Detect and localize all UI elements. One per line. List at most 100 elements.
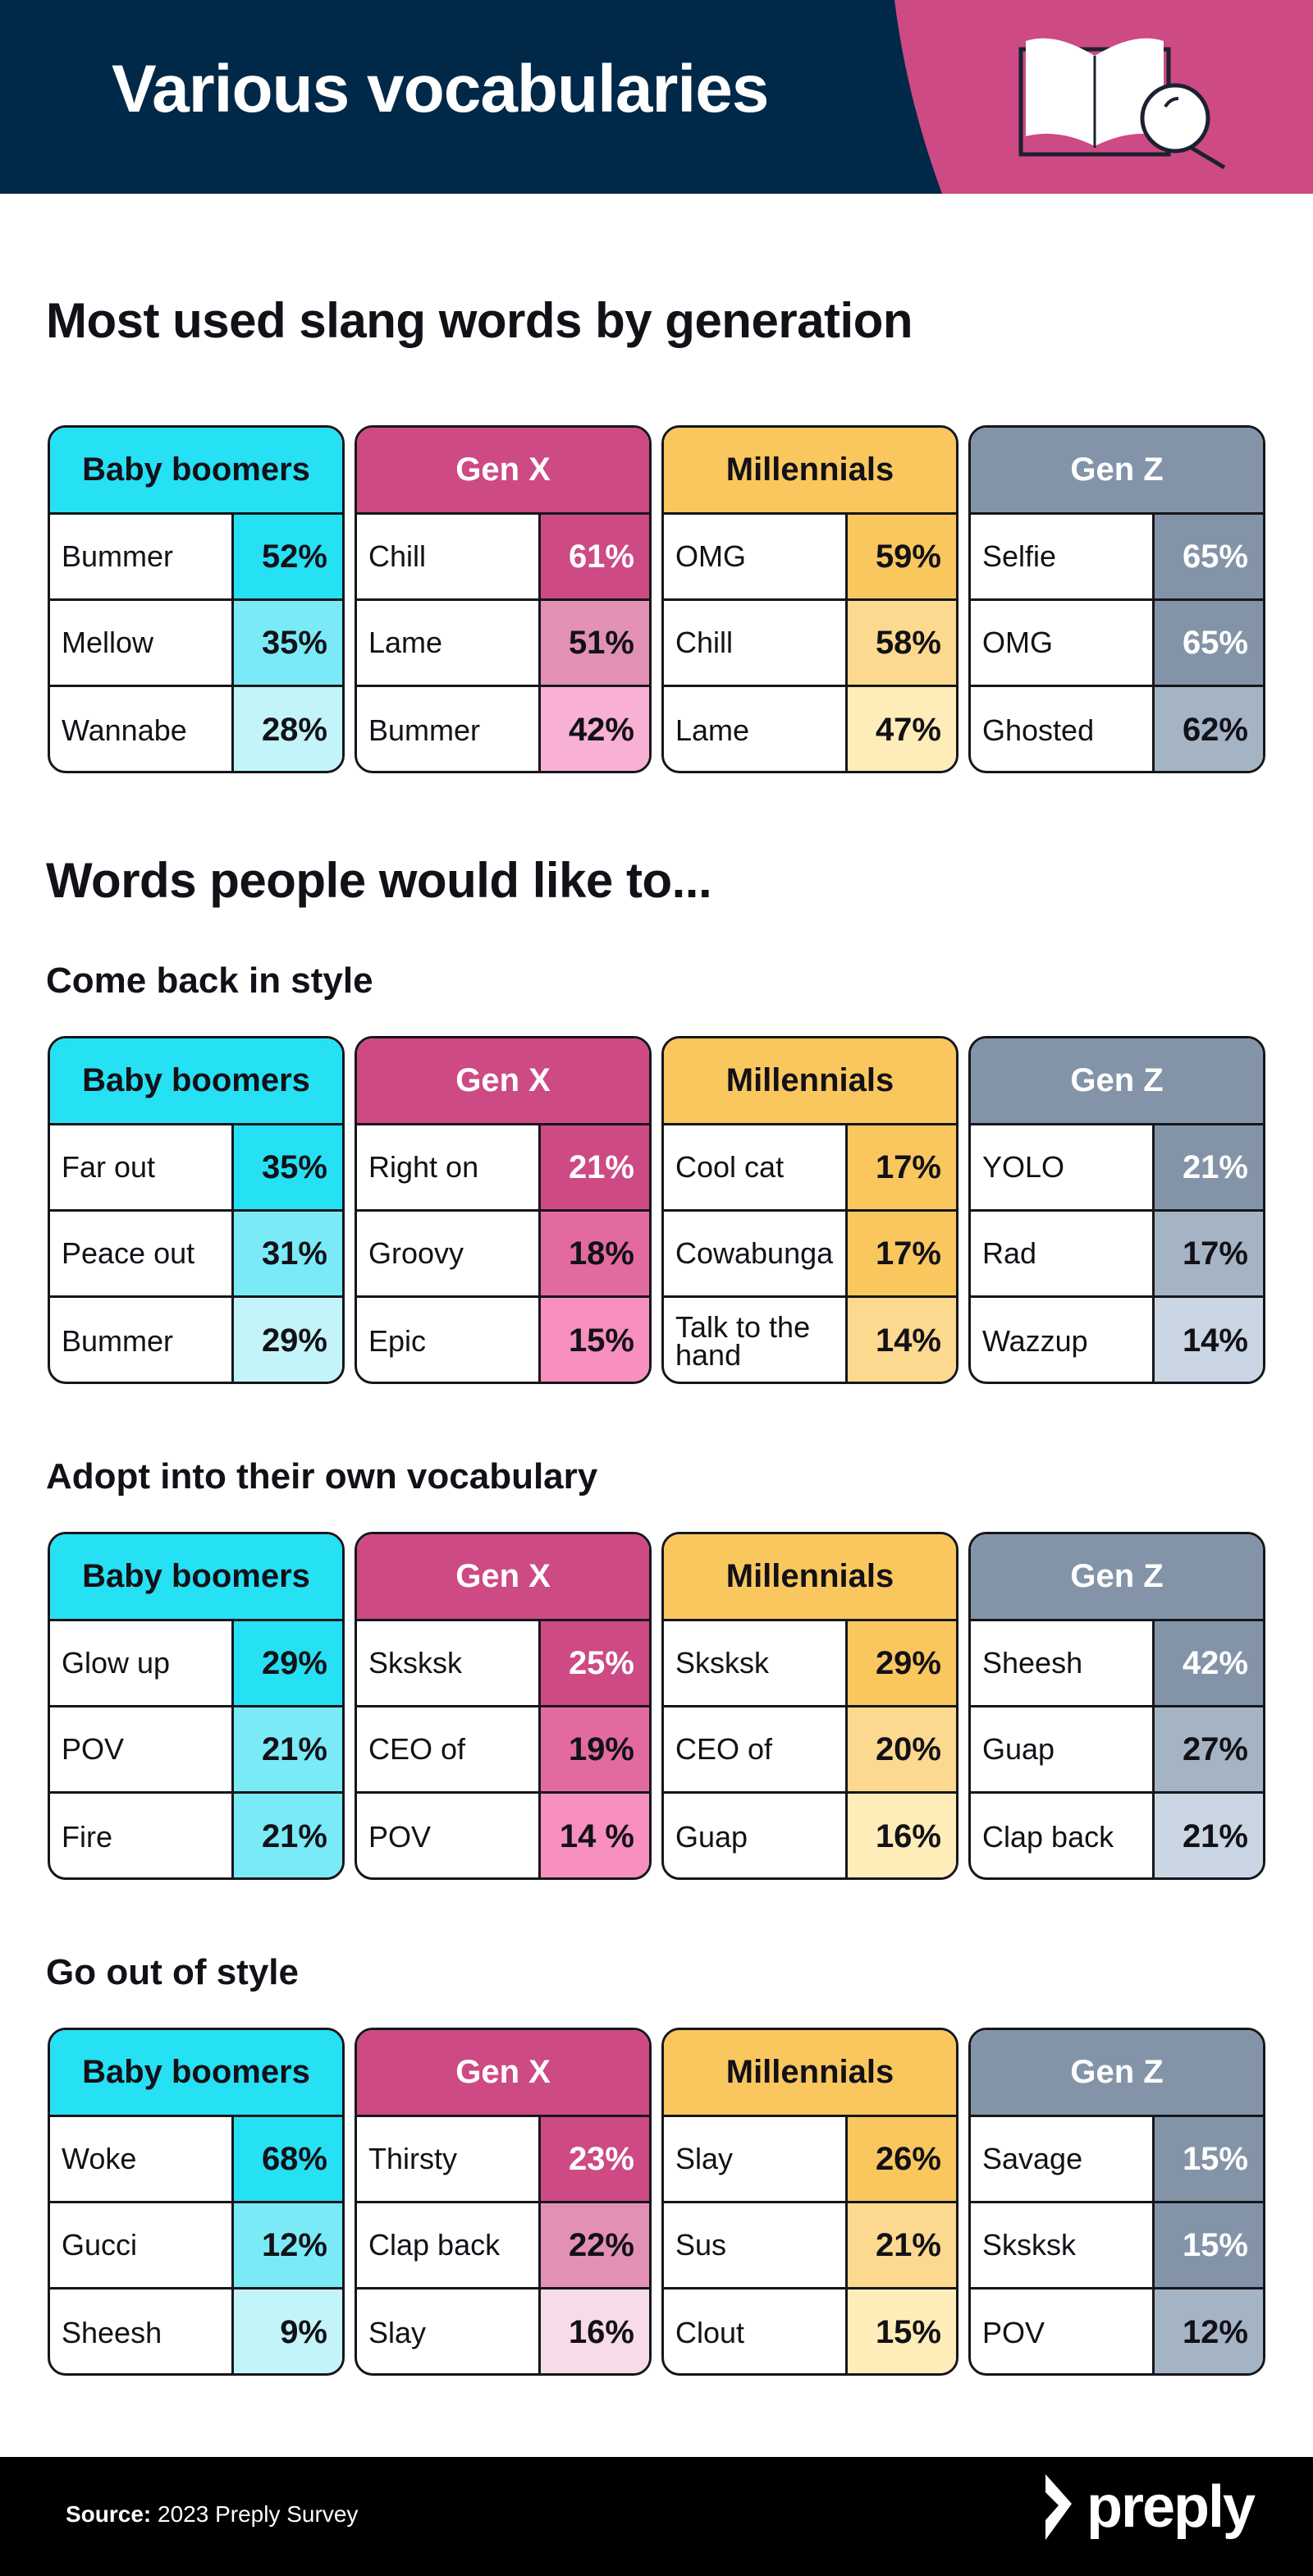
- percentage: 14 %: [541, 1794, 649, 1877]
- percentage: 58%: [848, 601, 956, 685]
- table-row: Chill 58%: [664, 601, 956, 687]
- generation-table: Baby boomers Glow up 29% POV 21% Fire 21%: [48, 1532, 345, 1880]
- table-header: Millennials: [664, 1038, 956, 1125]
- percentage: 29%: [234, 1621, 342, 1705]
- generation-table: Gen Z Selfie 65% OMG 65% Ghosted 62%: [968, 425, 1265, 773]
- table-row: Cool cat 17%: [664, 1125, 956, 1212]
- table-row: OMG 65%: [971, 601, 1263, 687]
- table-row: Lame 47%: [664, 687, 956, 771]
- table-row: Wannabe 28%: [50, 687, 342, 771]
- table-row: Ghosted 62%: [971, 687, 1263, 771]
- generation-table: Gen X Right on 21% Groovy 18% Epic 15%: [355, 1036, 652, 1384]
- slang-word: Clap back: [971, 1794, 1155, 1877]
- percentage: 28%: [234, 687, 342, 771]
- table-row: Talk to the hand 14%: [664, 1298, 956, 1382]
- preply-logo: preply: [1042, 2473, 1256, 2541]
- table-row: Thirsty 23%: [357, 2117, 649, 2203]
- slang-word: Ghosted: [971, 687, 1155, 771]
- slang-word: Sus: [664, 2203, 848, 2287]
- table-header: Gen X: [357, 1038, 649, 1125]
- percentage: 52%: [234, 515, 342, 598]
- table-row: Bummer 29%: [50, 1298, 342, 1382]
- percentage: 59%: [848, 515, 956, 598]
- slang-word: OMG: [971, 601, 1155, 685]
- percentage: 68%: [234, 2117, 342, 2201]
- percentage: 23%: [541, 2117, 649, 2201]
- percentage: 61%: [541, 515, 649, 598]
- generation-table: Gen X Thirsty 23% Clap back 22% Slay 16%: [355, 2028, 652, 2376]
- table-row: Bummer 52%: [50, 515, 342, 601]
- section-title: Adopt into their own vocabulary: [46, 1456, 598, 1497]
- percentage: 62%: [1155, 687, 1263, 771]
- percentage: 31%: [234, 1212, 342, 1295]
- percentage: 47%: [848, 687, 956, 771]
- generation-table: Gen X Sksksk 25% CEO of 19% POV 14 %: [355, 1532, 652, 1880]
- percentage: 65%: [1155, 601, 1263, 685]
- slang-word: Groovy: [357, 1212, 541, 1295]
- percentage: 18%: [541, 1212, 649, 1295]
- table-row: Peace out 31%: [50, 1212, 342, 1298]
- percentage: 14%: [848, 1298, 956, 1382]
- page-title: Various vocabularies: [112, 52, 769, 126]
- table-row: Guap 27%: [971, 1707, 1263, 1794]
- table-row: Bummer 42%: [357, 687, 649, 771]
- table-row: POV 14 %: [357, 1794, 649, 1877]
- table-row: Lame 51%: [357, 601, 649, 687]
- slang-word: POV: [357, 1794, 541, 1877]
- slang-word: Savage: [971, 2117, 1155, 2201]
- slang-word: Sksksk: [357, 1621, 541, 1705]
- slang-word: Lame: [664, 687, 848, 771]
- percentage: 16%: [541, 2290, 649, 2373]
- slang-word: CEO of: [357, 1707, 541, 1791]
- table-row: Savage 15%: [971, 2117, 1263, 2203]
- percentage: 9%: [234, 2290, 342, 2373]
- table-row: CEO of 19%: [357, 1707, 649, 1794]
- table-header: Millennials: [664, 2030, 956, 2117]
- table-header: Baby boomers: [50, 1038, 342, 1125]
- percentage: 42%: [541, 687, 649, 771]
- percentage: 26%: [848, 2117, 956, 2201]
- main-heading: Most used slang words by generation: [46, 293, 913, 348]
- generation-table: Millennials Sksksk 29% CEO of 20% Guap 16%: [661, 1532, 958, 1880]
- slang-word: Gucci: [50, 2203, 234, 2287]
- percentage: 21%: [234, 1707, 342, 1791]
- table-row: Fire 21%: [50, 1794, 342, 1877]
- table-row: Sus 21%: [664, 2203, 956, 2290]
- generation-tables: Baby boomers Woke 68% Gucci 12% Sheesh 9% Gen X…: [48, 2028, 1265, 2376]
- slang-word: Fire: [50, 1794, 234, 1877]
- generation-table: Gen Z Savage 15% Sksksk 15% POV 12%: [968, 2028, 1265, 2376]
- slang-word: Woke: [50, 2117, 234, 2201]
- table-row: CEO of 20%: [664, 1707, 956, 1794]
- generation-table: Baby boomers Bummer 52% Mellow 35% Wannabe 28%: [48, 425, 345, 773]
- slang-word: POV: [50, 1707, 234, 1791]
- table-row: Chill 61%: [357, 515, 649, 601]
- slang-word: Sksksk: [664, 1621, 848, 1705]
- book-magnifier-icon: [1018, 38, 1226, 170]
- table-row: Woke 68%: [50, 2117, 342, 2203]
- slang-word: Right on: [357, 1125, 541, 1209]
- table-header: Gen X: [357, 428, 649, 515]
- table-header: Gen X: [357, 1534, 649, 1621]
- slang-word: Rad: [971, 1212, 1155, 1295]
- percentage: 17%: [848, 1125, 956, 1209]
- percentage: 51%: [541, 601, 649, 685]
- percentage: 12%: [1155, 2290, 1263, 2373]
- percentage: 22%: [541, 2203, 649, 2287]
- percentage: 21%: [848, 2203, 956, 2287]
- percentage: 21%: [1155, 1125, 1263, 1209]
- slang-word: YOLO: [971, 1125, 1155, 1209]
- source-label: Source:: [66, 2501, 152, 2527]
- table-header: Gen Z: [971, 1534, 1263, 1621]
- slang-word: Sksksk: [971, 2203, 1155, 2287]
- percentage: 35%: [234, 601, 342, 685]
- generation-tables: Baby boomers Far out 35% Peace out 31% Bummer…: [48, 1036, 1265, 1384]
- slang-word: OMG: [664, 515, 848, 598]
- slang-word: Guap: [664, 1794, 848, 1877]
- slang-word: Cowabunga: [664, 1212, 848, 1295]
- slang-word: Peace out: [50, 1212, 234, 1295]
- percentage: 19%: [541, 1707, 649, 1791]
- slang-word: Guap: [971, 1707, 1155, 1791]
- generation-table: Baby boomers Woke 68% Gucci 12% Sheesh 9%: [48, 2028, 345, 2376]
- table-header: Millennials: [664, 428, 956, 515]
- slang-word: Wannabe: [50, 687, 234, 771]
